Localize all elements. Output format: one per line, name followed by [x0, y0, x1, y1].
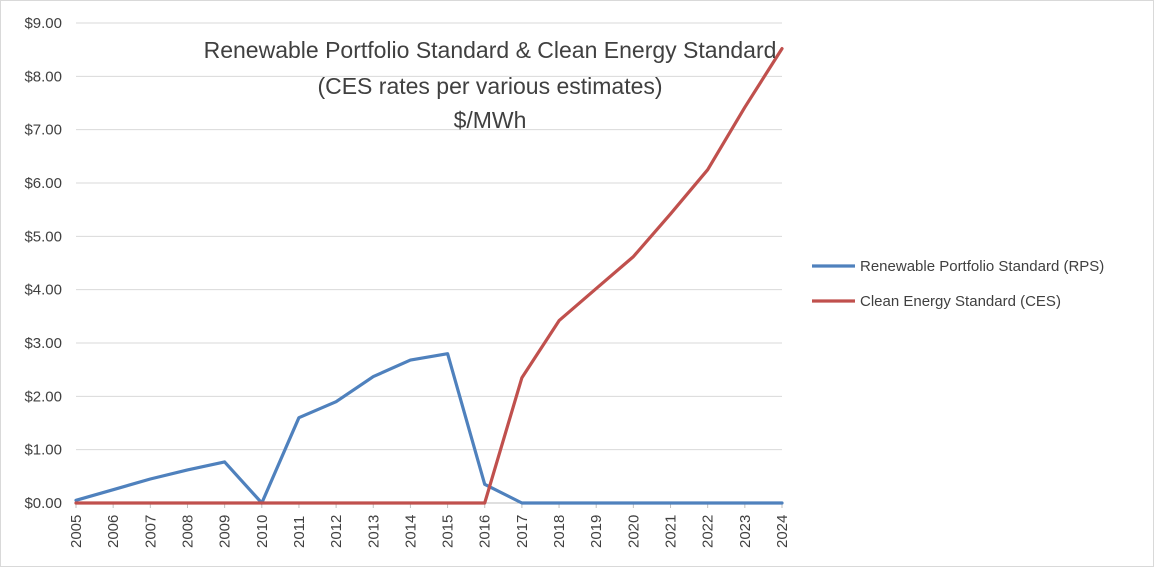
chart-title: Renewable Portfolio Standard & Clean Ene…: [204, 37, 777, 133]
x-axis-ticks: 2005 2006 2007 2008 2009 2010 2011 2012 2013 2014…: [68, 503, 791, 548]
x-tick-label: 2014: [402, 515, 419, 548]
y-tick-label: $6.00: [24, 175, 62, 192]
x-tick-label: 2008: [179, 515, 196, 548]
y-tick-label: $4.00: [24, 282, 62, 299]
y-tick-label: $3.00: [24, 335, 62, 352]
x-tick-label: 2023: [737, 515, 754, 548]
x-tick-label: 2012: [328, 515, 345, 548]
legend: Renewable Portfolio Standard (RPS) Clean …: [812, 258, 1104, 310]
x-tick-label: 2016: [477, 515, 494, 548]
legend-label: Clean Energy Standard (CES): [860, 293, 1061, 310]
x-tick-label: 2007: [142, 515, 159, 548]
x-tick-label: 2019: [588, 515, 605, 548]
x-tick-label: 2024: [774, 515, 791, 548]
y-tick-label: $8.00: [24, 68, 62, 85]
x-tick-label: 2013: [365, 515, 382, 548]
x-tick-label: 2017: [514, 515, 531, 548]
chart-title-line-3: $/MWh: [454, 107, 527, 133]
x-tick-label: 2011: [291, 516, 308, 548]
x-tick-label: 2020: [625, 515, 642, 548]
x-tick-label: 2021: [663, 515, 680, 548]
x-tick-label: 2005: [68, 515, 85, 548]
y-tick-label: $7.00: [24, 122, 62, 139]
x-tick-label: 2006: [105, 515, 122, 548]
y-tick-label: $0.00: [24, 495, 62, 512]
x-tick-label: 2010: [254, 515, 271, 548]
x-tick-label: 2009: [217, 515, 234, 548]
chart-title-line-2: (CES rates per various estimates): [317, 73, 662, 99]
series-lines: [74, 46, 784, 505]
y-tick-label: $5.00: [24, 228, 62, 245]
ces-line: [74, 46, 784, 505]
x-tick-label: 2022: [700, 515, 717, 548]
rps-line: [74, 352, 784, 505]
legend-label: Renewable Portfolio Standard (RPS): [860, 258, 1104, 275]
y-tick-label: $2.00: [24, 388, 62, 405]
y-axis-ticks: $0.00 $1.00 $2.00 $3.00 $4.00 $5.00 $6.00 $7.00…: [24, 15, 62, 512]
x-tick-label: 2018: [551, 515, 568, 548]
x-tick-label: 2015: [440, 515, 457, 548]
y-tick-label: $9.00: [24, 15, 62, 32]
chart-title-line-1: Renewable Portfolio Standard & Clean Ene…: [204, 37, 777, 63]
y-tick-label: $1.00: [24, 442, 62, 459]
